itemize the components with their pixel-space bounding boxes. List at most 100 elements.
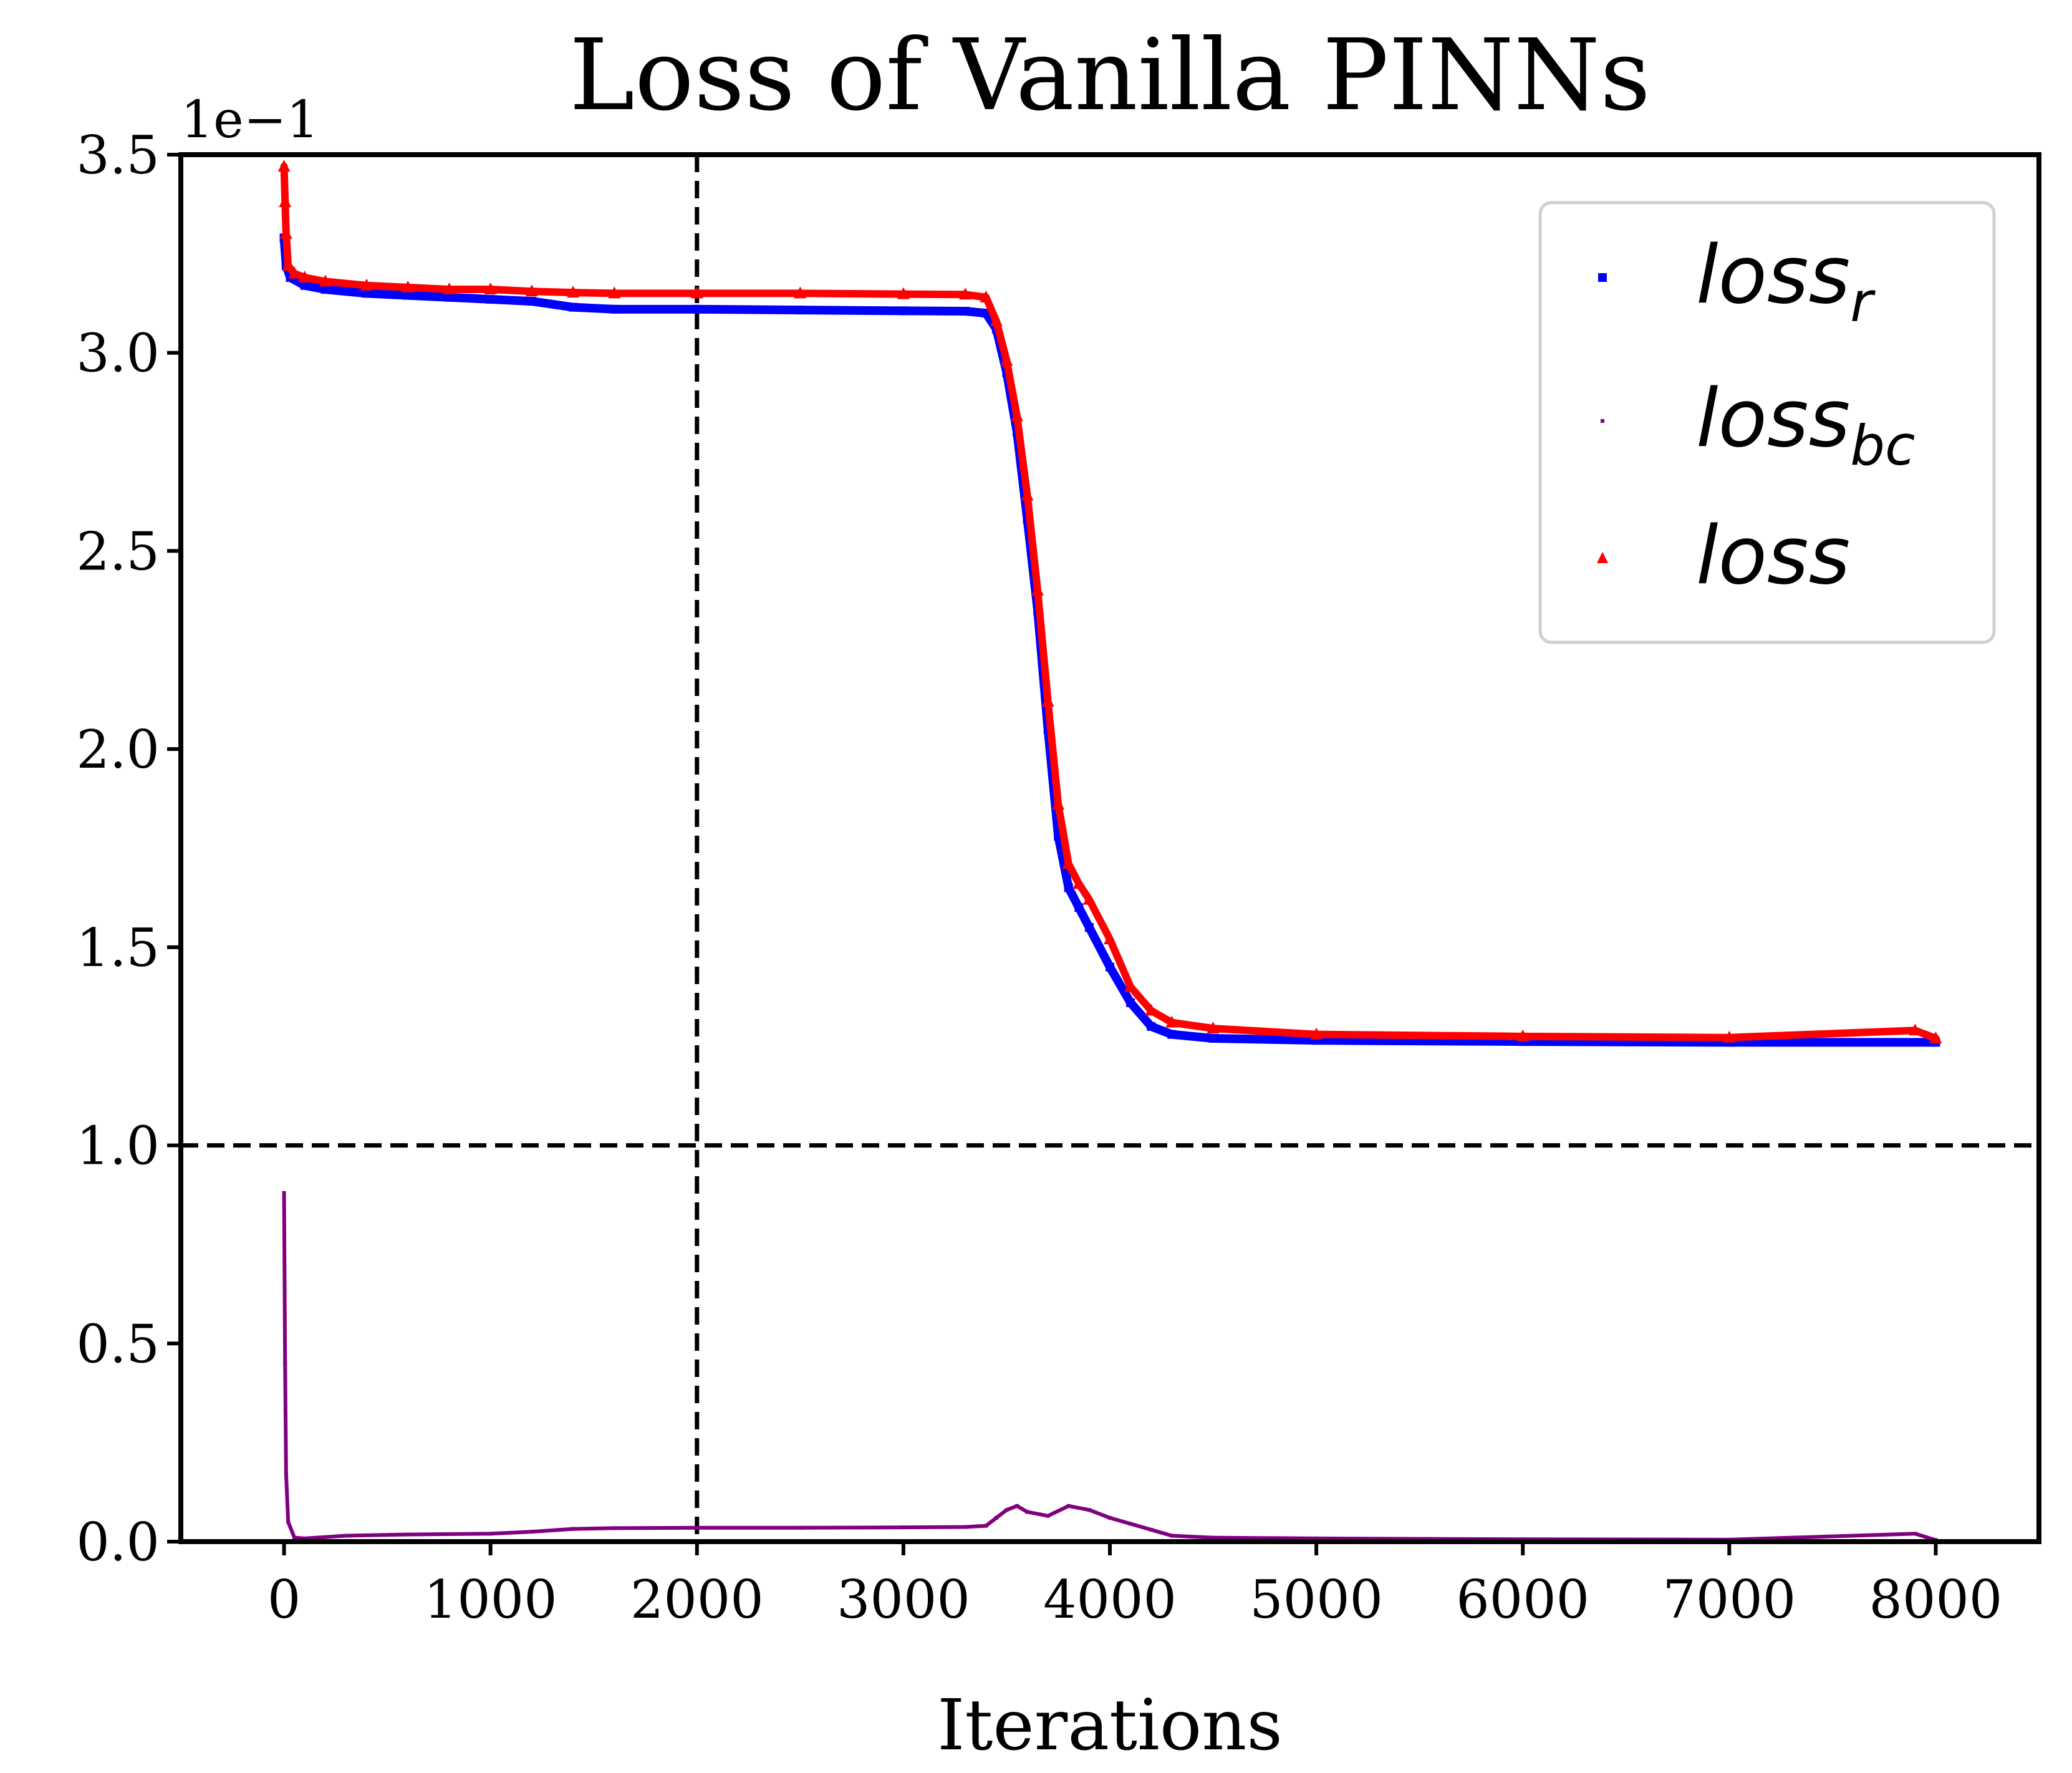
data-point-loss — [1310, 1027, 1323, 1040]
data-point-loss-bc — [695, 1525, 699, 1530]
data-point-loss — [1000, 354, 1013, 366]
series-loss — [277, 160, 1942, 1044]
data-point-loss-bc — [798, 1525, 802, 1530]
chart-title: Loss of Vanilla PINNs — [569, 18, 1650, 133]
data-point-loss-r — [1147, 1022, 1156, 1031]
data-point-loss-bc — [1046, 1514, 1050, 1518]
data-point-loss — [402, 280, 415, 292]
data-point-loss-r — [403, 291, 413, 300]
data-point-loss-r — [961, 306, 970, 316]
legend-box — [1538, 201, 1996, 644]
data-point-loss-r — [320, 285, 330, 294]
data-point-loss — [1031, 583, 1044, 596]
x-tick-label: 6000 — [1456, 1569, 1589, 1630]
legend-marker-loss — [1597, 552, 1608, 563]
data-point-loss — [690, 286, 703, 299]
legend-label-main: loss — [1696, 229, 1850, 322]
data-point-loss — [897, 287, 910, 299]
legend-marker-loss-r — [1598, 273, 1607, 282]
data-point-loss-bc — [1211, 1535, 1215, 1540]
y-tick-label: 3.5 — [76, 125, 160, 186]
data-point-loss — [1207, 1022, 1220, 1034]
data-point-loss — [990, 314, 1003, 326]
data-point-loss — [277, 160, 291, 172]
data-point-loss-bc — [1108, 1515, 1112, 1520]
data-point-loss — [1145, 1003, 1158, 1016]
data-point-loss — [279, 195, 292, 208]
data-point-loss-bc — [1005, 1508, 1009, 1512]
data-point-loss — [360, 278, 373, 291]
data-point-loss-bc — [284, 1472, 288, 1476]
data-point-loss-bc — [1087, 1508, 1091, 1512]
legend-label-subscript: bc — [1850, 413, 1915, 478]
data-point-loss — [1052, 798, 1065, 810]
data-point-loss — [959, 287, 972, 300]
y-tick-label: 0.0 — [76, 1512, 160, 1573]
data-point-loss-r — [610, 304, 619, 314]
y-tick-label: 2.0 — [76, 719, 160, 780]
x-tick-label: 5000 — [1250, 1569, 1383, 1630]
data-point-loss-r — [1064, 883, 1073, 892]
legend-label-main: loss — [1696, 510, 1850, 602]
x-tick-label: 0 — [267, 1569, 301, 1630]
legend-marker-loss-bc — [1601, 419, 1604, 423]
data-point-loss — [298, 270, 311, 283]
data-point-loss — [608, 286, 621, 299]
data-point-loss-bc — [984, 1524, 988, 1528]
data-point-loss-bc — [529, 1530, 534, 1534]
data-point-loss — [1516, 1029, 1530, 1041]
data-point-loss-r — [796, 306, 805, 315]
data-point-loss — [1062, 857, 1075, 869]
data-point-loss — [443, 283, 456, 295]
data-point-loss-bc — [612, 1526, 617, 1530]
y-tick-label: 2.5 — [76, 521, 160, 582]
legend-label-subscript: r — [1850, 270, 1876, 334]
data-point-loss — [319, 274, 332, 287]
data-point-loss-r — [899, 306, 908, 316]
y-tick-label: 0.5 — [76, 1313, 160, 1374]
x-tick-label: 1000 — [424, 1569, 557, 1630]
legend-label-loss-bc: lossbc — [1696, 372, 1915, 478]
plot-series — [277, 160, 1942, 1542]
data-point-loss — [1021, 488, 1034, 501]
data-point-loss-bc — [406, 1532, 410, 1537]
data-point-loss — [1072, 877, 1086, 889]
data-point-loss-r — [1074, 903, 1084, 912]
legend-label-main: loss — [1696, 372, 1850, 465]
x-tick-label: 4000 — [1043, 1569, 1177, 1630]
data-point-loss-bc — [1314, 1536, 1319, 1540]
data-point-loss-r — [1106, 962, 1114, 972]
y-tick-label: 3.0 — [76, 323, 160, 384]
data-point-loss-bc — [282, 1191, 286, 1195]
data-point-loss-bc — [292, 1535, 297, 1540]
data-point-loss — [1011, 409, 1023, 422]
data-point-loss-bc — [286, 1520, 291, 1524]
data-point-loss-r — [569, 302, 578, 312]
data-point-loss — [1909, 1023, 1922, 1036]
x-axis-label: Iterations — [937, 1685, 1283, 1766]
data-point-loss-r — [362, 289, 371, 298]
data-point-loss — [282, 258, 295, 271]
x-tick-label: 7000 — [1662, 1569, 1796, 1630]
y-axis-offset-label: 1e−1 — [181, 90, 319, 150]
data-point-loss-bc — [488, 1532, 493, 1536]
data-point-loss-r — [1084, 923, 1094, 932]
data-point-loss — [1082, 892, 1096, 905]
data-point-loss-bc — [1066, 1504, 1071, 1508]
data-point-loss-bc — [344, 1534, 348, 1538]
y-tick-label: 1.0 — [76, 1116, 160, 1177]
data-point-loss — [1041, 694, 1054, 707]
data-point-loss — [794, 286, 807, 299]
data-point-loss-r — [1126, 998, 1135, 1007]
data-point-loss-r — [692, 304, 701, 314]
data-point-loss — [980, 290, 993, 302]
data-point-loss — [1124, 980, 1137, 992]
data-point-loss-bc — [1025, 1510, 1029, 1514]
data-point-loss-r — [1167, 1030, 1177, 1039]
data-point-loss — [484, 283, 497, 295]
data-point-loss-bc — [1913, 1532, 1917, 1536]
data-point-loss-bc — [1015, 1504, 1019, 1508]
data-point-loss — [1165, 1015, 1178, 1028]
